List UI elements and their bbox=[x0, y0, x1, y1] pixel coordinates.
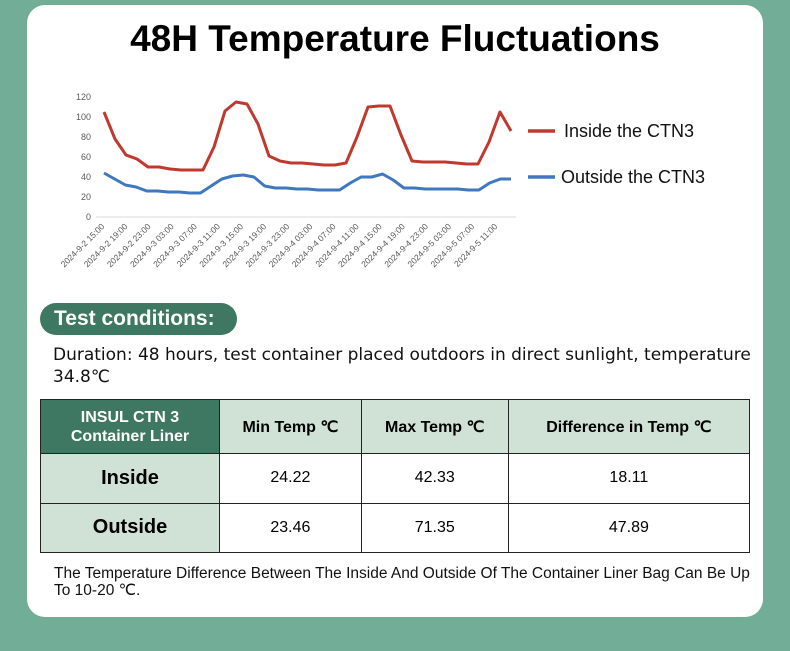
table-row: Inside 24.22 42.33 18.11 bbox=[40, 453, 751, 504]
test-conditions-description: Duration: 48 hours, test container place… bbox=[53, 345, 751, 387]
table-cell: 47.89 bbox=[507, 502, 751, 553]
table-cell: 71.35 bbox=[360, 502, 509, 553]
y-tick-label: 40 bbox=[81, 172, 91, 182]
y-tick-label: 80 bbox=[81, 132, 91, 142]
y-tick-label: 0 bbox=[86, 212, 91, 222]
table-cell: 18.11 bbox=[507, 453, 751, 504]
table-corner-header: INSUL CTN 3 Container Liner bbox=[40, 399, 220, 454]
y-tick-label: 20 bbox=[81, 192, 91, 202]
table-cell: 23.46 bbox=[219, 502, 362, 553]
y-tick-label: 120 bbox=[76, 92, 91, 102]
legend-label: Outside the CTN3 bbox=[561, 167, 705, 187]
column-header: Max Temp ℃ bbox=[360, 399, 509, 454]
table-cell: 24.22 bbox=[219, 453, 362, 504]
y-tick-label: 100 bbox=[76, 112, 91, 122]
results-table: INSUL CTN 3 Container Liner Min Temp ℃ Ma… bbox=[40, 399, 751, 553]
column-header: Difference in Temp ℃ bbox=[507, 399, 751, 454]
footnote: The Temperature Difference Between The I… bbox=[54, 565, 750, 599]
series-line-inside bbox=[102, 100, 513, 172]
page-title: 48H Temperature Fluctuations bbox=[130, 18, 660, 59]
legend-label: Inside the CTN3 bbox=[564, 121, 694, 141]
corner-line-1: INSUL CTN 3 bbox=[80, 408, 180, 426]
row-header: Inside bbox=[40, 453, 220, 504]
column-header: Min Temp ℃ bbox=[219, 399, 362, 454]
row-header: Outside bbox=[40, 502, 220, 553]
y-tick-label: 60 bbox=[81, 152, 91, 162]
table-header-row: INSUL CTN 3 Container Liner Min Temp ℃ Ma… bbox=[40, 399, 751, 454]
corner-line-2: Container Liner bbox=[70, 427, 190, 445]
series-line-outside bbox=[103, 171, 511, 195]
table-cell: 42.33 bbox=[360, 453, 509, 504]
test-conditions-badge: Test conditions: bbox=[40, 303, 237, 335]
table-row: Outside 23.46 71.35 47.89 bbox=[40, 502, 751, 553]
